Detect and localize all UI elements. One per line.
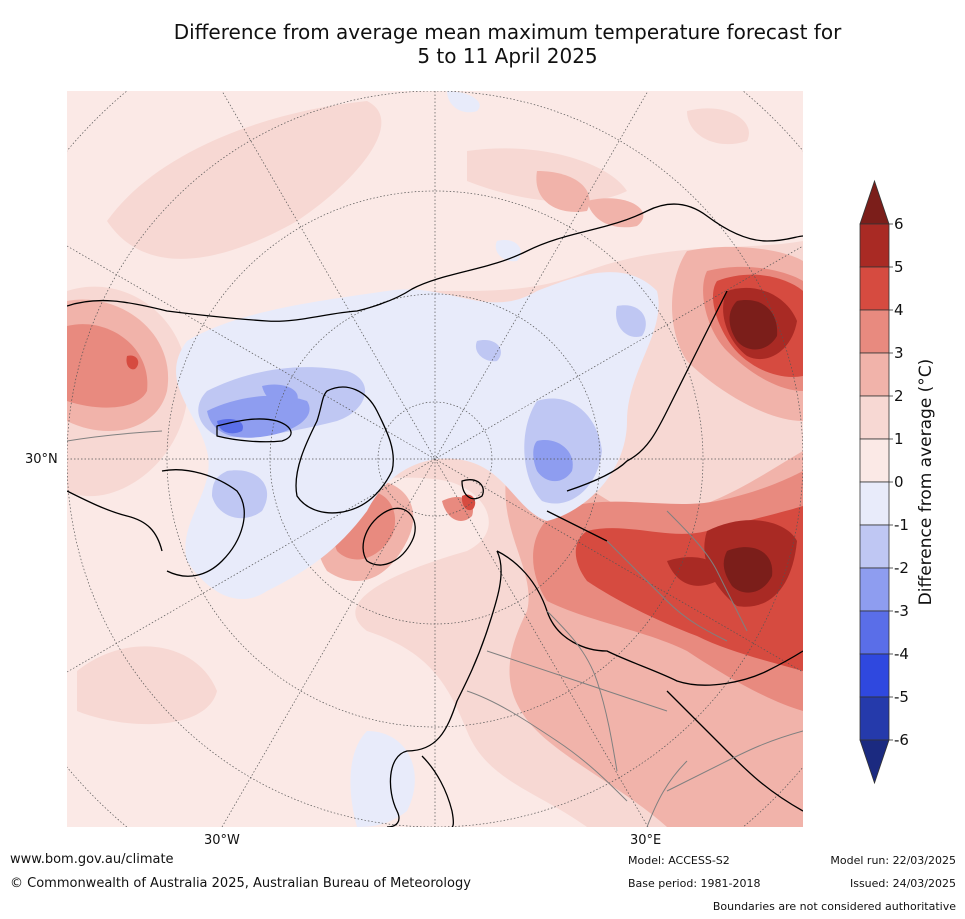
colorbar-bin [859,610,890,655]
colorbar-title: Difference from average (°C) [916,359,936,606]
lon-label-30e: 30°E [630,833,662,848]
colorbar-bin [859,481,890,526]
country-borders [67,430,803,827]
colorbar-tick-label: -1 [894,516,909,534]
footer-model-run: Model run: 22/03/2025 [830,854,956,867]
lat-label-30n: 30°N [25,452,58,467]
colorbar-tick-label: 4 [894,301,904,319]
footer-issued: Issued: 24/03/2025 [849,877,956,890]
colorbar-tick-label: 2 [894,387,904,405]
anomaly-layer-above-6 [723,300,778,593]
map-svg [67,91,803,827]
colorbar-tick-label: 3 [894,344,904,362]
colorbar-bin [859,309,890,354]
colorbar-svg: 6 5 4 3 2 1 0 -1 -2 -3 -4 -5 -6 Difference from avera… [859,179,936,785]
colorbar-tick-label: 0 [894,473,904,491]
colorbar-bin [859,266,890,311]
colorbar-bin [859,223,890,268]
anomaly-layer-neg4-to-neg3 [217,419,243,434]
footer-base-period: Base period: 1981-2018 [628,877,761,890]
colorbar-tick-label: -3 [894,602,909,620]
chart-title: Difference from average mean maximum tem… [60,20,955,68]
footer-copyright: © Commonwealth of Australia 2025, Austra… [10,876,471,891]
colorbar-tick-label: -5 [894,688,909,706]
coastlines [67,203,803,827]
title-line-2: 5 to 11 April 2025 [417,44,598,68]
footer-disclaimer: Boundaries are not considered authoritat… [712,900,956,913]
lon-label-30w: 30°W [204,833,240,848]
colorbar-tick-label: 6 [894,215,904,233]
title-line-1: Difference from average mean maximum tem… [173,20,842,44]
colorbar-bin [859,395,890,440]
footer-model: Model: ACCESS-S2 [628,854,730,867]
footer-website[interactable]: www.bom.gov.au/climate [10,852,174,867]
colorbar-bin [859,696,890,741]
colorbar-tick-label: 1 [894,430,904,448]
colorbar-bin [859,567,890,612]
colorbar-tick-label: -2 [894,559,909,577]
colorbar-extend-below [859,739,890,785]
colorbar-tick-label: 5 [894,258,904,276]
colorbar-bin [859,524,890,569]
colorbar-bin [859,653,890,698]
colorbar-tick-label: -6 [894,731,909,749]
anomaly-map[interactable] [67,91,803,827]
colorbar-bin [859,438,890,483]
colorbar-extend-above [859,179,890,225]
colorbar-bin [859,352,890,397]
colorbar: 6 5 4 3 2 1 0 -1 -2 -3 -4 -5 -6 Difference from avera… [858,179,965,785]
colorbar-tick-label: -4 [894,645,909,663]
graticule [67,91,803,827]
